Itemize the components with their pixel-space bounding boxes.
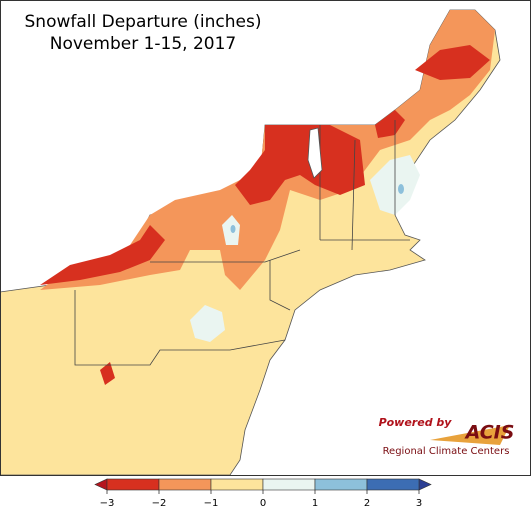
region-minus2-3 [415,45,490,80]
subtitle: November 1-15, 2017 [50,34,237,54]
region-1-2 [230,225,236,233]
region-minus2-3 [40,225,165,285]
colorbar-tick-label: −1 [204,498,219,509]
region-minus2-3 [375,110,405,138]
logo: Powered by ACIS Regional Climate Centers [379,416,515,457]
colorbar-tick-label: 0 [260,498,266,509]
colorbar-tick-label: 3 [416,498,422,509]
colorbar-tick-label: −3 [100,498,115,509]
state-borders [74,120,410,366]
colorbar-bin [106,478,160,491]
lake [307,127,323,179]
logo-swoosh [430,425,510,445]
colorbar: −3 −2 −1 0 1 2 3 [94,478,432,509]
colorbar-tick-label: 2 [364,498,370,509]
map [0,9,501,476]
colorbar-bin [366,478,420,491]
region-minus2-3 [235,125,365,205]
colorbar-bin [262,478,316,491]
region-minus2-3 [100,362,115,385]
colorbar-tick-label: 1 [312,498,318,509]
colorbar-bin [314,478,368,491]
logo-caption: Regional Climate Centers [383,446,510,457]
logo-powered: Powered by [379,416,453,429]
colorbar-bin [158,478,212,491]
region-1-2 [398,184,404,194]
colorbar-tick-label: −2 [152,498,167,509]
logo-name: ACIS [464,422,515,444]
colorbar-bin [210,478,264,491]
title: Snowfall Departure (inches) [25,12,262,32]
region-0-1 [190,305,225,342]
